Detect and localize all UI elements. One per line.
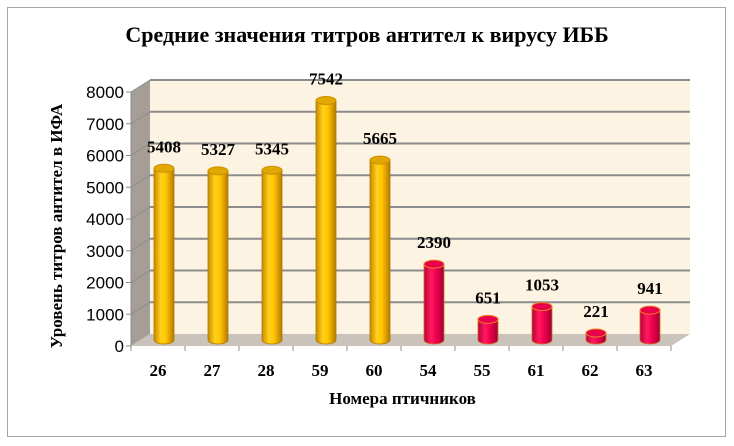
x-tick-label: 55 <box>474 361 491 380</box>
value-label: 7542 <box>309 70 343 89</box>
bars: 5408 5327 5345 7542 5665 2390 651 1053 221 941 <box>147 70 663 345</box>
bar-62: 221 <box>583 302 609 345</box>
y-tick-label: 2000 <box>86 274 124 293</box>
bar-55: 651 <box>475 288 501 345</box>
bar-60: 5665 <box>363 129 397 345</box>
x-tick-label: 59 <box>312 361 329 380</box>
y-tick-label: 6000 <box>86 147 124 166</box>
x-tick-label: 26 <box>150 361 167 380</box>
bar-26: 5408 <box>147 137 181 345</box>
value-label: 941 <box>637 279 663 298</box>
bar-27: 5327 <box>201 140 236 345</box>
value-label: 5345 <box>255 139 289 158</box>
x-tick-label: 62 <box>582 361 599 380</box>
value-label: 651 <box>475 288 501 307</box>
bar-61: 1053 <box>525 276 559 345</box>
value-label: 5665 <box>363 129 397 148</box>
y-tick-label: 4000 <box>86 210 124 229</box>
y-tick-label: 3000 <box>86 242 124 261</box>
chart-title: Средние значения титров антител к вирусу… <box>125 22 609 47</box>
y-tick-label: 8000 <box>86 83 124 102</box>
value-label: 5408 <box>147 137 181 156</box>
bar-54: 2390 <box>417 233 451 345</box>
value-label: 221 <box>583 302 609 321</box>
y-tick-label: 5000 <box>86 178 124 197</box>
bar-59: 7542 <box>309 70 343 345</box>
x-tick-label: 63 <box>636 361 653 380</box>
x-tick-label: 60 <box>366 361 383 380</box>
x-tick-label: 54 <box>420 361 438 380</box>
value-label: 2390 <box>417 233 451 252</box>
y-axis-ticks: 0 1000 2000 3000 4000 5000 6000 7000 8000 <box>86 83 132 356</box>
y-tick-label: 1000 <box>86 305 124 324</box>
x-tick-label: 61 <box>528 361 545 380</box>
x-tick-label: 28 <box>258 361 275 380</box>
x-axis-ticks: 26 27 28 59 60 54 55 61 62 63 <box>130 346 672 380</box>
gridlines <box>130 79 690 315</box>
x-tick-label: 27 <box>204 361 222 380</box>
y-tick-label: 7000 <box>86 115 124 134</box>
y-tick-label: 0 <box>115 337 124 356</box>
value-label: 1053 <box>525 276 559 295</box>
x-axis-label: Номера птичников <box>329 389 476 408</box>
bar-63: 941 <box>637 279 663 345</box>
bar-28: 5345 <box>255 139 289 345</box>
value-label: 5327 <box>201 140 236 159</box>
